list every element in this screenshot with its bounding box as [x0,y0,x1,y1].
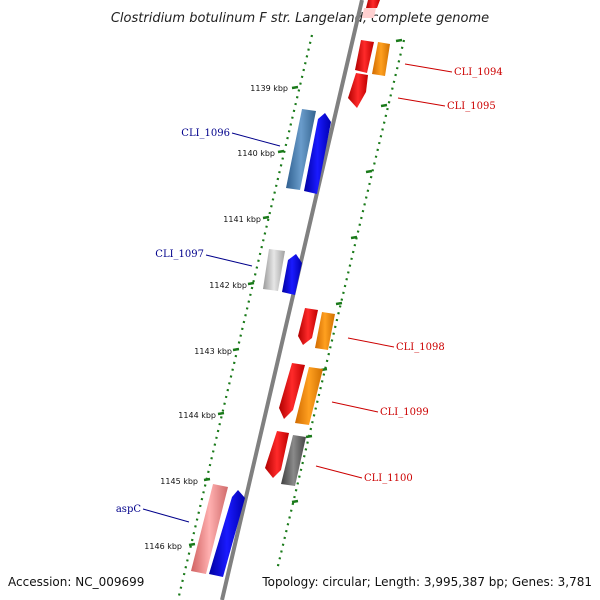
feature-cli1097-blue[interactable] [282,254,302,295]
leader-lines-reverse [142,132,281,523]
tick-label-1143: 1143 kbp [194,347,232,356]
tick-label-1140: 1140 kbp [237,149,275,158]
leader-lines-forward [315,63,453,479]
tick-label-1141: 1141 kbp [223,215,261,224]
genome-backbone [220,0,364,600]
gene-label-cli1095[interactable]: CLI_1095 [447,101,496,112]
feature-cli1098-orange[interactable] [315,312,335,350]
gene-label-cli1096[interactable]: CLI_1096 [181,128,230,139]
feature-cli1096-steel[interactable] [286,109,316,190]
map-title: Clostridium botulinum F str. Langeland, … [111,11,489,26]
feature-cli1094-red[interactable] [355,40,374,73]
feature-cli1098-red[interactable] [298,308,318,345]
feature-cli1096-blue[interactable] [304,113,331,194]
tick-track-left [176,34,314,600]
genome-summary-text: Topology: circular; Length: 3,995,387 bp… [261,575,592,589]
gene-label-aspC[interactable]: aspC [116,504,141,515]
feature-cli1100-darkgray[interactable] [281,435,306,486]
accession-text: Accession: NC_009699 [8,575,144,589]
feature-cli1095-red[interactable] [348,73,368,108]
gene-label-cli1094[interactable]: CLI_1094 [454,67,503,78]
feature-cli1094-orange[interactable] [372,42,390,76]
feature-top-partial-red[interactable] [366,0,380,8]
gene-label-cli1097[interactable]: CLI_1097 [155,249,204,260]
feature-cli1100-red[interactable] [265,431,289,478]
feature-aspC-pink[interactable] [191,484,228,574]
tick-label-1142: 1142 kbp [209,281,247,290]
feature-aspC-blue[interactable] [209,490,245,577]
feature-cli1097-gray[interactable] [263,249,285,291]
feature-cli1099-orange[interactable] [295,367,323,425]
tick-label-1139: 1139 kbp [250,84,288,93]
feature-cli1099-red[interactable] [279,363,305,419]
major-ticks-left [188,85,299,547]
tick-label-1145: 1145 kbp [160,477,198,486]
tick-track-right [275,39,406,571]
gene-label-cli1098[interactable]: CLI_1098 [396,342,445,353]
gene-label-cli1099[interactable]: CLI_1099 [380,407,429,418]
tick-label-1144: 1144 kbp [178,411,216,420]
tick-label-1146: 1146 kbp [144,542,182,551]
gene-label-cli1100[interactable]: CLI_1100 [364,473,413,484]
feature-top-partial-pink[interactable] [362,8,376,18]
major-ticks-right [291,38,403,504]
